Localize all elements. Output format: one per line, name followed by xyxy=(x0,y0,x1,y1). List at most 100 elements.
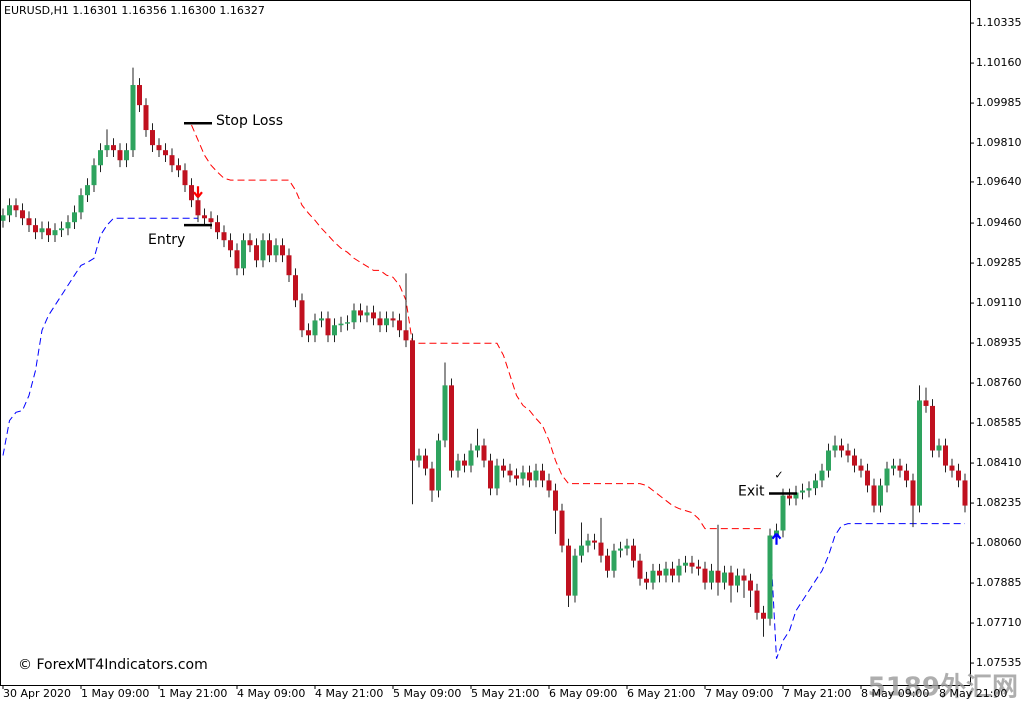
candle-body xyxy=(670,568,675,576)
candle-body xyxy=(585,540,591,546)
candle-body xyxy=(449,385,454,471)
candle-body xyxy=(572,555,578,596)
candle-body xyxy=(254,245,259,261)
candle-body xyxy=(839,445,844,451)
candle-body xyxy=(533,470,539,481)
candle-body xyxy=(494,465,500,489)
candle-body xyxy=(910,480,916,506)
y-tick-label: 1.08410 xyxy=(976,456,1022,469)
candle-body xyxy=(917,400,922,506)
candle-body xyxy=(98,150,103,166)
candle-body xyxy=(683,562,688,566)
candle-body xyxy=(715,570,721,583)
candle-body xyxy=(364,312,370,316)
candle-body xyxy=(156,145,162,151)
candle-body xyxy=(455,460,461,471)
candle-body xyxy=(442,385,448,441)
candle-body xyxy=(468,450,474,466)
candle-body xyxy=(13,205,19,211)
candle-body xyxy=(481,445,487,461)
candle-body xyxy=(787,495,792,499)
candle-body xyxy=(793,492,799,499)
candle-body xyxy=(696,566,701,569)
candle-body xyxy=(689,562,695,567)
y-tick-label: 1.09285 xyxy=(976,256,1022,269)
candle-body xyxy=(956,470,961,481)
candle-body xyxy=(754,590,760,613)
candle-body xyxy=(59,228,64,231)
candle-body xyxy=(949,465,955,471)
candle-body xyxy=(936,445,942,451)
candle-body xyxy=(884,468,890,486)
candle-body xyxy=(878,485,883,506)
level-label: Entry xyxy=(148,232,185,248)
candle-body xyxy=(650,570,656,583)
x-tick-label: 1 May 21:00 xyxy=(159,687,227,700)
x-tick-label: 5 May 21:00 xyxy=(471,687,539,700)
candle-body xyxy=(410,340,415,461)
candle-body xyxy=(286,255,292,276)
candle-body xyxy=(26,218,32,226)
candle-body xyxy=(91,165,97,186)
candle-body xyxy=(351,310,357,323)
candle-body xyxy=(436,440,441,491)
candle-body xyxy=(566,545,571,596)
candle-body xyxy=(104,145,110,151)
candle-body xyxy=(234,250,240,269)
stop-line xyxy=(191,124,764,530)
candle-body xyxy=(676,565,682,576)
watermark: 5189外汇网 xyxy=(868,673,1018,703)
y-tick-label: 1.08235 xyxy=(976,496,1022,509)
candle-body xyxy=(865,470,870,486)
candle-body xyxy=(520,472,526,479)
candle-body xyxy=(943,445,948,466)
candle-body xyxy=(202,215,207,219)
x-tick-label: 30 Apr 2020 xyxy=(3,687,71,700)
candle-body xyxy=(260,240,266,261)
candle-body xyxy=(195,200,201,216)
candle-body xyxy=(78,195,84,213)
candle-body xyxy=(390,318,396,321)
y-tick-label: 1.08935 xyxy=(976,336,1022,349)
candle-body xyxy=(7,205,12,216)
y-tick-label: 1.09810 xyxy=(976,136,1022,149)
candle-body xyxy=(325,318,331,336)
candle-body xyxy=(221,232,227,241)
candle-body xyxy=(20,210,25,219)
copyright: © ForexMT4Indicators.com xyxy=(18,657,208,673)
candle-body xyxy=(962,480,968,506)
candle-body xyxy=(208,218,214,223)
y-tick-label: 1.07710 xyxy=(976,616,1022,629)
x-tick-label: 8 May 21:00 xyxy=(939,687,1007,700)
level-label: Exit xyxy=(738,483,765,499)
candle-body xyxy=(85,185,90,196)
candle-body xyxy=(871,485,877,506)
candle-body xyxy=(618,548,623,551)
candle-body xyxy=(312,320,318,336)
candle-body xyxy=(501,465,506,471)
candle-body xyxy=(767,535,773,619)
candle-body xyxy=(163,150,168,156)
y-tick-label: 1.07535 xyxy=(976,656,1022,669)
candle-body xyxy=(858,465,864,471)
candle-body xyxy=(182,170,188,186)
y-tick-label: 1.07885 xyxy=(976,576,1022,589)
candle-body xyxy=(358,310,363,316)
candle-body xyxy=(384,318,389,326)
candle-body xyxy=(299,300,305,331)
candle-body xyxy=(735,575,740,586)
candle-body xyxy=(0,215,6,221)
candle-body xyxy=(124,150,129,161)
candle-body xyxy=(852,455,857,466)
candle-body xyxy=(559,510,565,546)
candle-body xyxy=(800,490,805,493)
candle-body xyxy=(33,225,38,233)
candle-body xyxy=(332,325,337,336)
y-tick-label: 1.08760 xyxy=(976,376,1022,389)
candle-body xyxy=(553,490,558,511)
candle-body xyxy=(306,330,311,336)
plot-area: Stop Loss Entry Exit ✓ xyxy=(0,67,968,659)
candle-body xyxy=(579,545,584,556)
x-tick-label: 4 May 09:00 xyxy=(237,687,305,700)
candle-body xyxy=(806,488,812,491)
